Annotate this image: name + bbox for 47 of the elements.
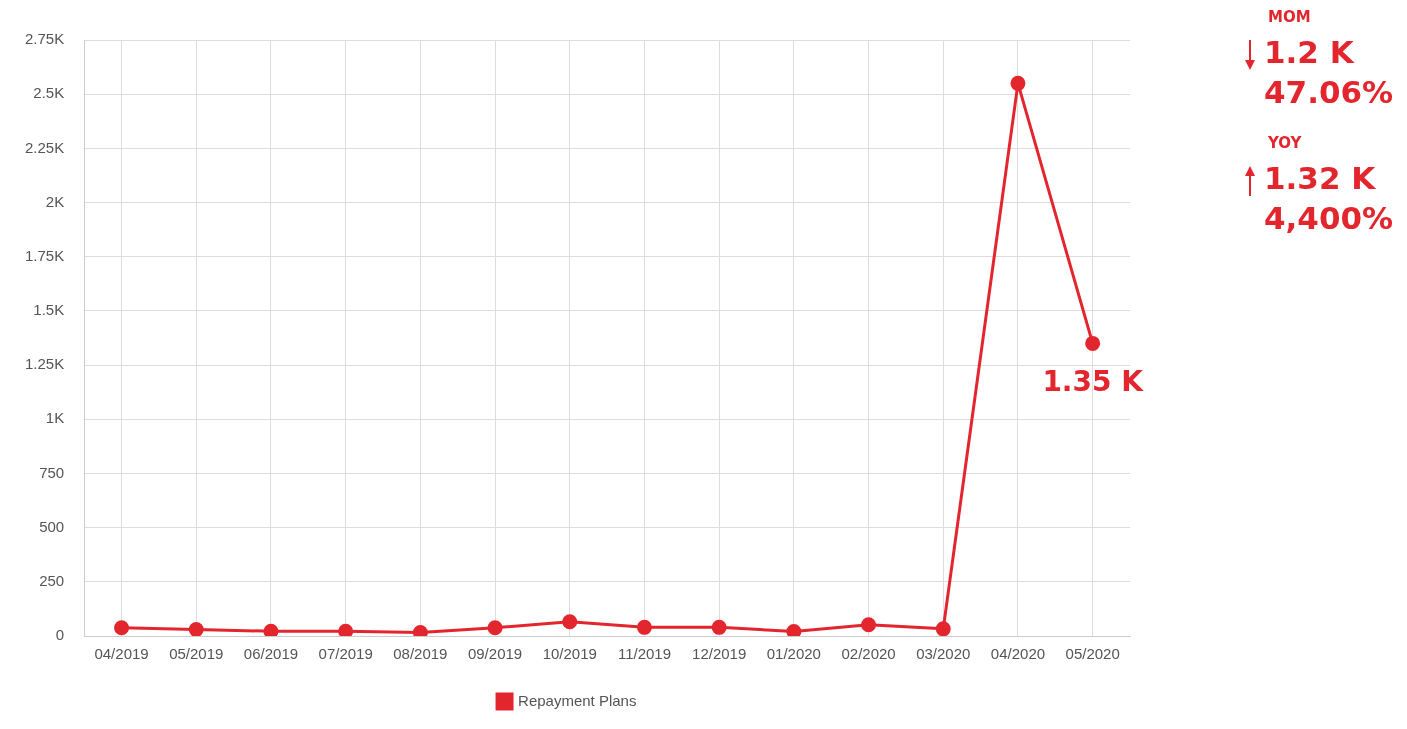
point bbox=[1010, 75, 1026, 91]
y-tick-label: 500 bbox=[39, 517, 65, 535]
point bbox=[786, 623, 802, 636]
point bbox=[562, 614, 578, 630]
y-tick-label: 1.5K bbox=[33, 301, 65, 319]
y-tick-label: 250 bbox=[39, 571, 65, 589]
point bbox=[711, 619, 727, 635]
y-tick-label: 0 bbox=[55, 626, 65, 644]
point bbox=[935, 621, 951, 636]
x-tick-label: 07/2019 bbox=[318, 645, 373, 663]
y-tick-label: 1.75K bbox=[25, 246, 65, 264]
text: 1.2 K bbox=[1264, 33, 1356, 72]
text: YOY bbox=[1268, 134, 1303, 152]
x-tick-label: 04/2019 bbox=[94, 645, 149, 663]
x-tick-label: 05/2020 bbox=[1065, 645, 1120, 663]
legend-label: Repayment Plans bbox=[518, 691, 637, 709]
point bbox=[861, 617, 877, 633]
y-tick-label: 2.75K bbox=[25, 30, 65, 48]
text: 4,400% bbox=[1264, 199, 1394, 238]
point bbox=[338, 623, 354, 636]
x-tick-label: 03/2020 bbox=[916, 645, 971, 663]
x-tick-label: 12/2019 bbox=[692, 645, 747, 663]
y-tick-label: 2.5K bbox=[33, 84, 65, 102]
x-tick-label: 02/2020 bbox=[841, 645, 896, 663]
point bbox=[487, 620, 503, 636]
y-tick-label: 750 bbox=[39, 463, 65, 481]
y-tick-label: 1.25K bbox=[25, 355, 65, 373]
y-tick-label: 2.25K bbox=[25, 138, 65, 156]
point bbox=[114, 620, 130, 636]
text: 1.32 K bbox=[1264, 159, 1377, 198]
x-tick-label: 04/2020 bbox=[990, 645, 1046, 663]
point bbox=[636, 619, 652, 635]
x-tick-label: 08/2019 bbox=[393, 645, 448, 663]
x-tick-label: 10/2019 bbox=[542, 645, 597, 663]
y-tick-label: 1K bbox=[45, 409, 65, 427]
text: 47.06% bbox=[1264, 73, 1394, 112]
x-tick-label: 11/2019 bbox=[617, 645, 671, 663]
point bbox=[1085, 335, 1101, 351]
point bbox=[188, 622, 204, 636]
point bbox=[263, 623, 279, 636]
x-tick-label: 06/2019 bbox=[243, 645, 299, 663]
data-label: 1.35 K bbox=[1042, 364, 1145, 398]
text: MOM bbox=[1268, 8, 1312, 26]
x-tick-label: 09/2019 bbox=[467, 645, 523, 663]
x-tick-label: 01/2020 bbox=[766, 645, 821, 663]
y-tick-label: 2K bbox=[45, 192, 65, 210]
x-tick-label: 05/2019 bbox=[169, 645, 224, 663]
